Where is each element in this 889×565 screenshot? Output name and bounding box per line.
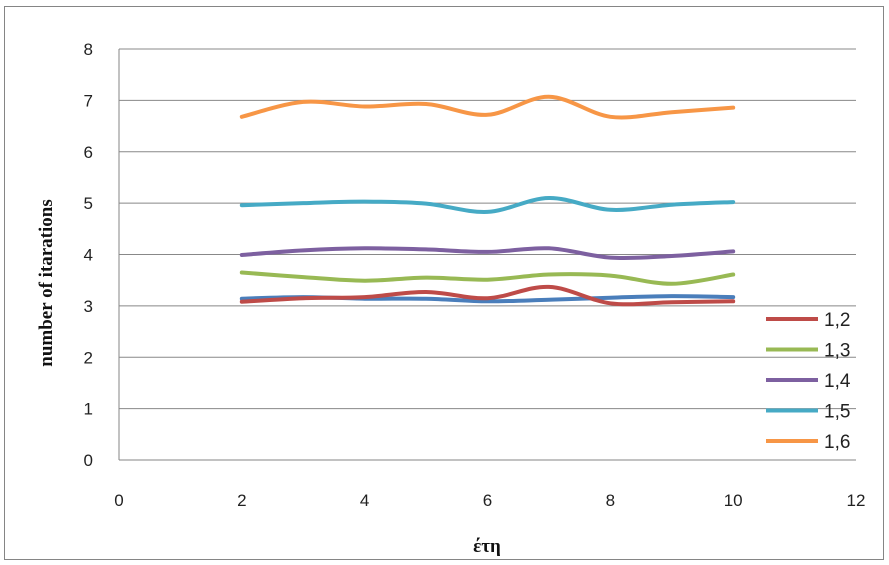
y-tick-label: 1 — [84, 400, 93, 419]
x-tick-label: 2 — [237, 491, 246, 510]
legend-label: 1,4 — [824, 371, 851, 392]
legend-label: 1,2 — [824, 310, 850, 331]
y-tick-label: 5 — [84, 194, 93, 213]
y-tick-label: 6 — [84, 143, 93, 162]
y-tick-label: 7 — [84, 91, 93, 110]
y-tick-label: 0 — [84, 451, 93, 470]
y-axis-title: number of itarations — [36, 199, 57, 366]
x-tick-label: 6 — [483, 491, 492, 510]
legend-label: 1,5 — [824, 402, 850, 423]
x-tick-label: 12 — [847, 491, 866, 510]
x-tick-label: 4 — [360, 491, 369, 510]
y-tick-label: 2 — [84, 348, 93, 367]
series-line-1-5 — [242, 198, 733, 212]
x-tick-label: 0 — [114, 491, 123, 510]
legend-label: 1,6 — [824, 432, 850, 453]
y-tick-label: 8 — [84, 40, 93, 59]
x-axis-title: έτη — [473, 536, 501, 557]
series-line-1-4 — [242, 248, 733, 258]
y-tick-labels: 0 1 2 3 4 5 6 7 8 — [84, 40, 93, 470]
y-tick-label: 4 — [84, 246, 93, 265]
series-line-1-3 — [242, 273, 733, 284]
legend: 1,2 1,3 1,4 1,5 1,6 — [766, 310, 851, 453]
gridlines — [119, 49, 856, 460]
x-tick-labels: 0 2 4 6 8 10 12 — [114, 491, 865, 510]
legend-label: 1,3 — [824, 341, 850, 362]
x-tick-label: 10 — [724, 491, 743, 510]
x-tick-label: 8 — [606, 491, 615, 510]
y-tick-label: 3 — [84, 297, 93, 316]
series-lines — [242, 97, 733, 304]
